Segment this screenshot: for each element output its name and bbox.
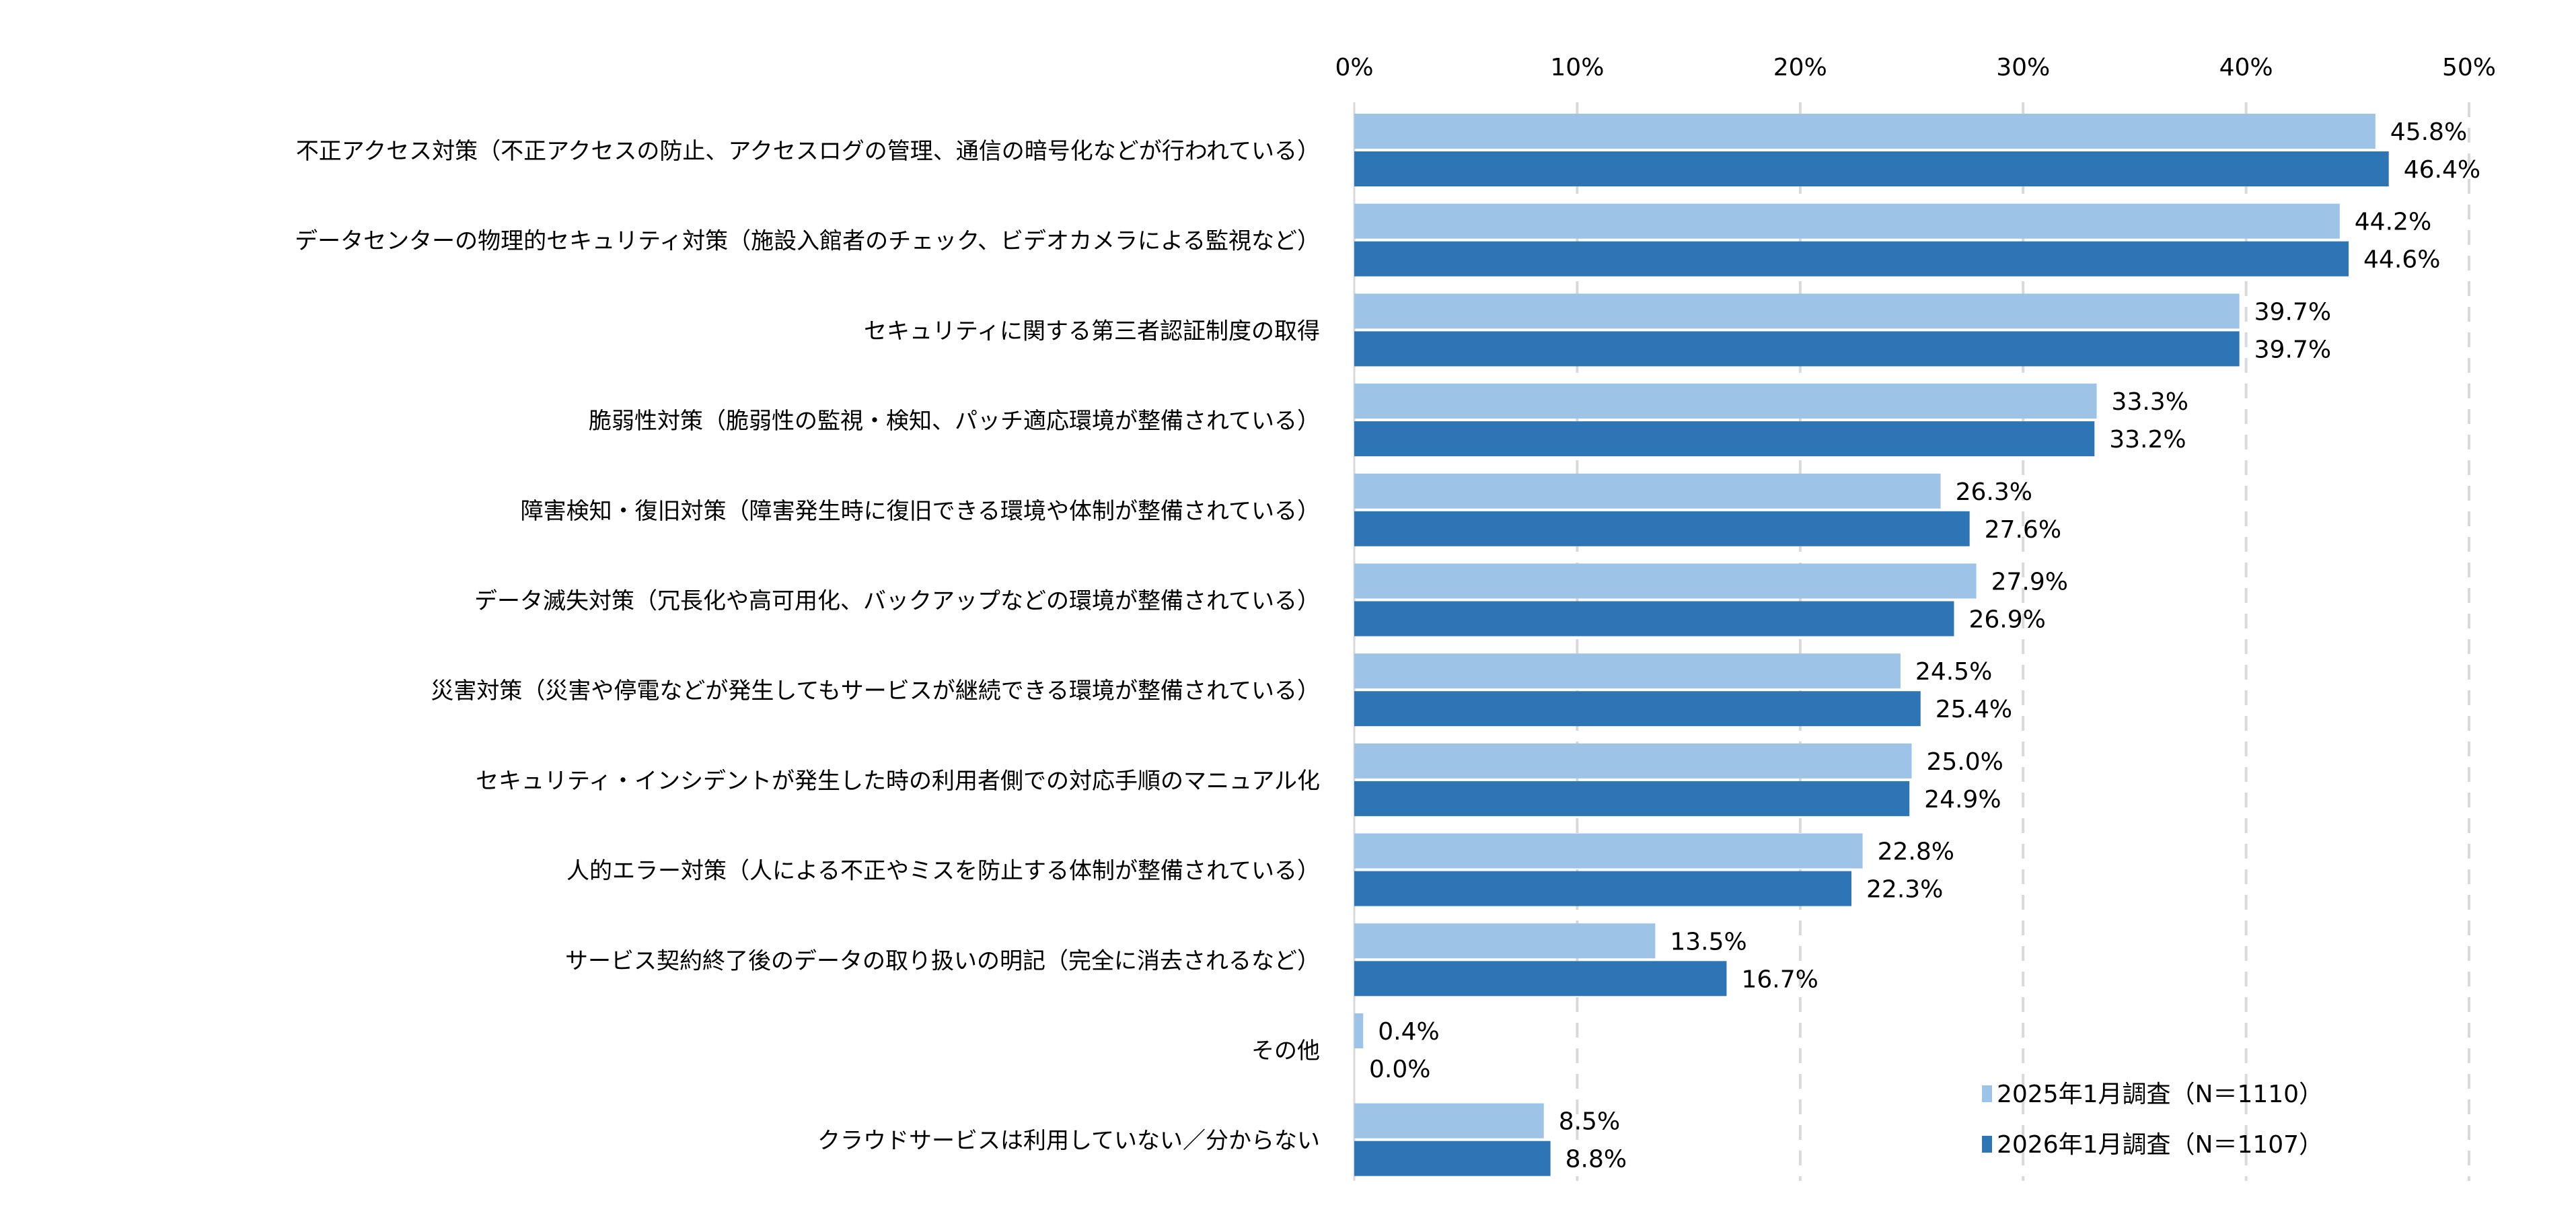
category-label: 脆弱性対策（脆弱性の監視・検知、パッチ適応環境が整備されている） [589,408,1320,435]
data-label: 25.4% [1936,696,2012,723]
data-label: 27.9% [1991,569,2068,596]
data-label: 0.0% [1369,1056,1430,1083]
bar-2026 [1354,331,2240,367]
bar-2026 [1354,511,1970,546]
data-label: 27.6% [1985,516,2061,544]
bar-2025 [1354,384,2097,419]
category-label: セキュリティに関する第三者認証制度の取得 [864,318,1320,345]
category-label: セキュリティ・インシデントが発生した時の利用者側での対応手順のマニュアル化 [476,768,1320,795]
category-label: 不正アクセス対策（不正アクセスの防止、アクセスログの管理、通信の暗号化などが行わ… [296,138,1320,165]
data-label: 25.0% [1927,748,2003,776]
bar-2025 [1354,563,1977,599]
x-tick-label: 50% [2442,54,2496,81]
data-label: 8.5% [1559,1108,1620,1136]
data-label: 33.2% [2109,426,2186,454]
bar-2025 [1354,833,1863,869]
bar-2026 [1354,601,1954,637]
bar-2025 [1354,1103,1544,1139]
data-label: 22.8% [1878,838,1954,866]
x-tick-label: 30% [1996,54,2050,81]
data-label: 26.9% [1968,606,2045,634]
category-label: その他 [1251,1038,1320,1064]
category-label: サービス契約終了後のデータの取り扱いの明記（完全に消去されるなど） [565,947,1320,974]
data-label: 39.7% [2254,336,2331,363]
legend-label: 2026年1月調査（N＝1107） [1997,1131,2323,1159]
data-label: 39.7% [2254,298,2331,326]
category-label: データ滅失対策（冗長化や高可用化、バックアップなどの環境が整備されている） [474,588,1320,615]
data-label: 0.4% [1378,1018,1439,1046]
bar-2025 [1354,473,1941,509]
x-tick-label: 40% [2219,54,2273,81]
bar-2025 [1354,653,1901,689]
x-tick-label: 20% [1773,54,1827,81]
bar-2026 [1354,241,2349,277]
bar-2026 [1354,1141,1551,1176]
data-label: 22.3% [1866,876,1943,904]
bar-2026 [1354,961,1727,997]
data-label: 44.6% [2363,246,2440,274]
bar-2026 [1354,421,2095,457]
data-label: 8.8% [1566,1146,1627,1173]
category-label: 災害対策（災害や停電などが発生してもサービスが継続できる環境が整備されている） [431,678,1320,705]
bar-2025 [1354,743,1912,779]
category-label: 人的エラー対策（人による不正やミスを防止する体制が整備されている） [566,858,1320,885]
data-label: 26.3% [1956,478,2032,506]
category-label: 障害検知・復旧対策（障害発生時に復旧できる環境や体制が整備されている） [521,498,1320,525]
legend-swatch [1982,1085,1992,1102]
data-label: 44.2% [2355,209,2431,236]
legend-label: 2025年1月調査（N＝1110） [1997,1081,2323,1108]
bar-2026 [1354,781,1910,816]
x-tick-label: 0% [1335,54,1373,81]
data-label: 33.3% [2112,388,2188,416]
x-tick-label: 10% [1550,54,1604,81]
data-label: 13.5% [1670,928,1746,955]
data-label: 24.9% [1924,786,2001,814]
category-label: データセンターの物理的セキュリティ対策（施設入館者のチェック、ビデオカメラによる… [295,228,1320,255]
bar-2026 [1354,871,1852,906]
data-label: 46.4% [2404,156,2480,184]
data-label: 45.8% [2390,118,2467,146]
bar-2025 [1354,114,2376,149]
bar-2025 [1354,923,1656,959]
legend-swatch [1982,1136,1992,1153]
bar-2026 [1354,691,1921,727]
bar-2025 [1354,293,2240,329]
bar-2026 [1354,151,2389,186]
data-label: 16.7% [1741,966,1818,993]
bar-2025 [1354,203,2340,239]
bar-2025 [1354,1013,1364,1048]
data-label: 24.5% [1915,658,1992,686]
category-label: クラウドサービスは利用していない／分からない [817,1128,1320,1155]
